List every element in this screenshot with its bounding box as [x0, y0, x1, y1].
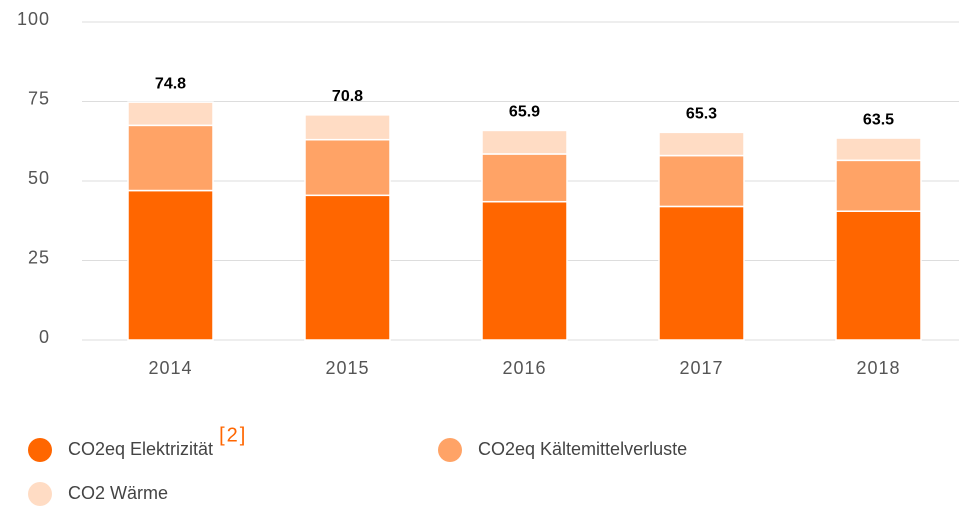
x-tick-label: 2014	[148, 358, 192, 378]
y-tick-label: 100	[17, 9, 50, 29]
total-label: 65.3	[686, 106, 717, 123]
bar-segment	[658, 154, 745, 208]
footnote-ref[interactable]: [2]	[219, 424, 247, 446]
bar-segment	[835, 159, 922, 212]
bar-segment	[127, 124, 214, 192]
y-tick-label: 75	[28, 88, 50, 108]
bar-segment	[304, 114, 391, 141]
bar-segment	[304, 194, 391, 341]
legend-label: CO2eq Kältemittelverluste	[478, 439, 687, 459]
bar-segment	[127, 101, 214, 127]
legend-label: CO2eq Elektrizität	[68, 439, 213, 459]
bar-segment	[481, 129, 568, 155]
bar-segment	[481, 153, 568, 203]
bar-segment	[304, 138, 391, 197]
total-label: 63.5	[863, 111, 894, 128]
bar-segment	[835, 137, 922, 162]
legend-swatch	[28, 482, 52, 506]
x-tick-label: 2016	[502, 358, 546, 378]
y-tick-label: 50	[28, 168, 50, 188]
legend-swatch	[28, 438, 52, 462]
y-tick-label: 0	[39, 327, 50, 347]
x-tick-label: 2018	[856, 358, 900, 378]
bar-segment	[658, 131, 745, 157]
total-label: 74.8	[155, 75, 186, 92]
legend-swatch	[438, 438, 462, 462]
bar-segment	[127, 189, 214, 341]
y-tick-label: 25	[28, 247, 50, 267]
total-label: 65.9	[509, 104, 540, 121]
bar-segment	[658, 205, 745, 341]
total-label: 70.8	[332, 88, 363, 105]
legend-label: CO2 Wärme	[68, 483, 168, 503]
x-tick-label: 2017	[679, 358, 723, 378]
bar-segment	[835, 210, 922, 341]
bar-segment	[481, 200, 568, 341]
x-tick-label: 2015	[325, 358, 369, 378]
